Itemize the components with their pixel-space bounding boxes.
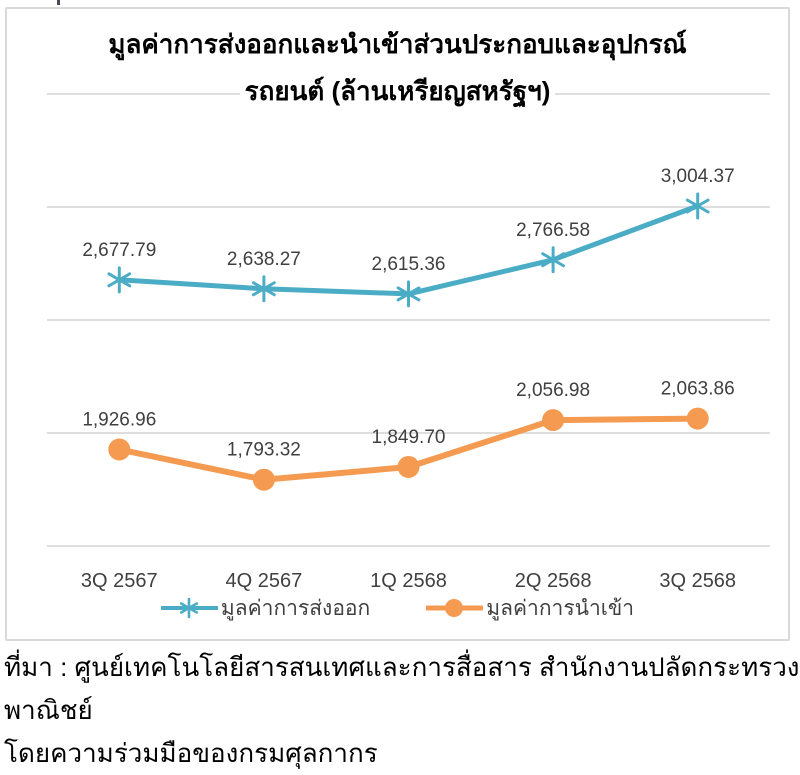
x-axis-label: 1Q 2568 <box>370 570 447 592</box>
data-label: 1,849.70 <box>372 427 446 448</box>
data-label: 3,004.37 <box>661 166 735 187</box>
source-note: ที่มา : ศูนย์เทคโนโลยีสารสนเทศและการสื่อ… <box>4 646 800 775</box>
circle-marker <box>397 455 420 478</box>
data-label: 1,793.32 <box>227 440 301 461</box>
asterisk-marker <box>541 246 565 274</box>
data-label: 2,615.36 <box>372 254 446 275</box>
chart-title-line2: รถยนต์ (ล้านเหรียญสหรัฐฯ) <box>239 76 556 106</box>
asterisk-marker <box>252 275 276 303</box>
data-label: 2,056.98 <box>516 380 590 401</box>
legend-circle-marker <box>445 599 464 617</box>
data-label: 2,766.58 <box>516 220 590 241</box>
legend-label-import: มูลค่าการนำเข้า <box>486 596 635 620</box>
export-series-swatch-icon <box>160 597 218 619</box>
asterisk-marker <box>107 266 132 294</box>
line-chart-plot-area: 2,677.79 2,638.27 2,615.36 2,766.58 3,004.37… <box>47 93 770 592</box>
x-axis-label: 2Q 2568 <box>515 570 592 592</box>
data-label: 2,677.79 <box>82 240 156 261</box>
x-axis-label: 4Q 2567 <box>226 570 303 592</box>
chart-title: มูลค่าการส่งออกและนำเข้าส่วนประกอบและอุป… <box>7 21 788 115</box>
chart-container: 2,677.79 2,638.27 2,615.36 2,766.58 3,004.37… <box>5 7 790 641</box>
x-axis-label: 3Q 2567 <box>81 570 158 592</box>
circle-marker <box>542 409 565 432</box>
chart-legend: มูลค่าการส่งออก มูลค่าการนำเข้า <box>7 594 788 622</box>
circle-marker <box>252 468 275 491</box>
chart-title-row1: มูลค่าการส่งออกและนำเข้าส่วนประกอบและอุป… <box>7 21 788 68</box>
legend-asterisk-marker <box>179 597 199 619</box>
data-label: 2,063.86 <box>661 379 735 400</box>
legend-item-export: มูลค่าการส่งออก <box>160 592 371 625</box>
series-export: 2,677.79 2,638.27 2,615.36 2,766.58 3,004.37 <box>82 166 735 308</box>
circle-marker <box>108 438 131 461</box>
x-axis-label: 3Q 2568 <box>659 570 736 592</box>
asterisk-marker <box>685 192 710 220</box>
data-label: 1,926.96 <box>82 410 156 431</box>
source-line1: ที่มา : ศูนย์เทคโนโลยีสารสนเทศและการสื่อ… <box>4 652 800 725</box>
source-line2: โดยความร่วมมือของกรมศุลกากร <box>4 738 378 768</box>
data-label: 2,638.27 <box>227 249 301 270</box>
legend-item-import: มูลค่าการนำเข้า <box>426 592 634 625</box>
chart-title-row2: รถยนต์ (ล้านเหรียญสหรัฐฯ) <box>7 68 788 115</box>
import-series-swatch-icon <box>426 599 484 617</box>
circle-marker <box>686 407 709 430</box>
legend-label-export: มูลค่าการส่งออก <box>220 596 371 620</box>
series-import: 1,926.96 1,793.32 1,849.70 2,056.98 2,063.86 <box>82 379 735 491</box>
chart-title-line1: มูลค่าการส่งออกและนำเข้าส่วนประกอบและอุป… <box>103 29 692 59</box>
screenshot-edge-artifact <box>57 0 60 5</box>
asterisk-marker <box>396 280 421 308</box>
